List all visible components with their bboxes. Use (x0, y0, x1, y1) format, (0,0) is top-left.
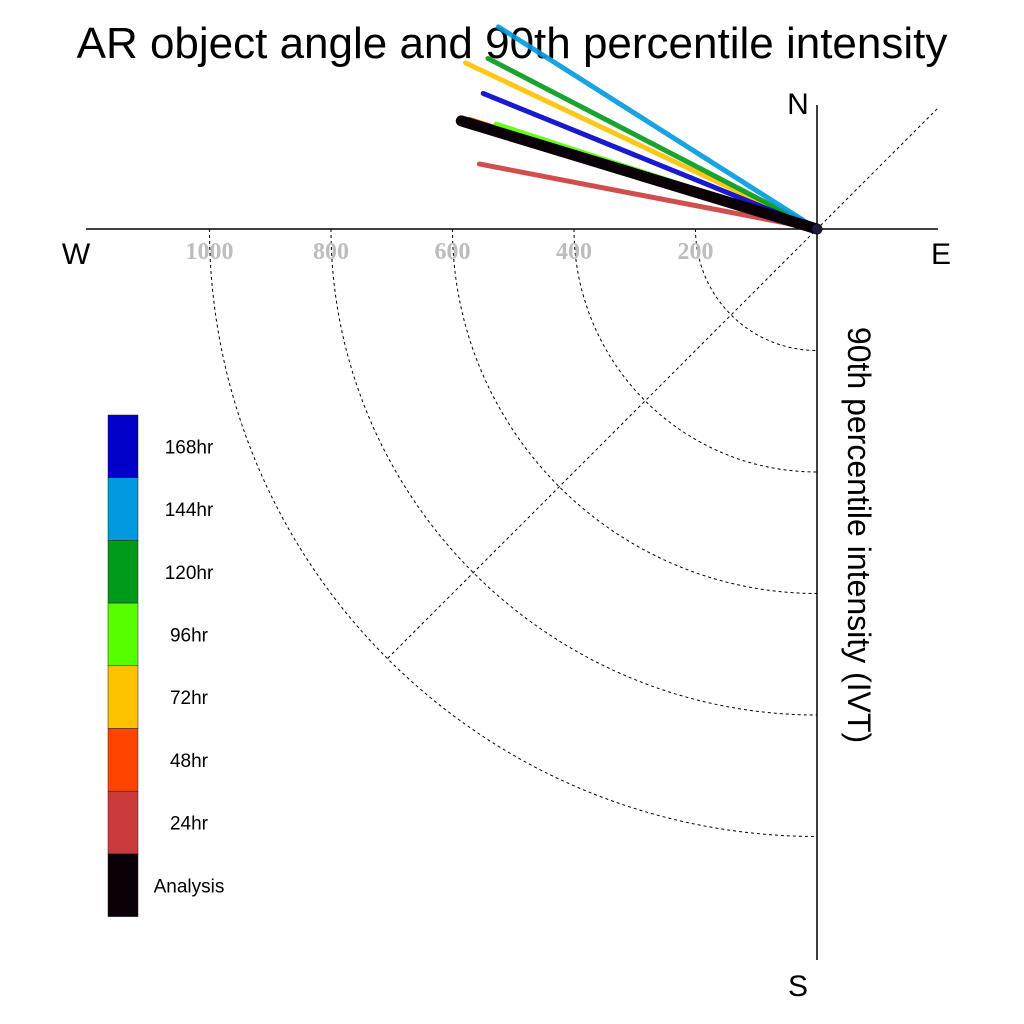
vector-144hr (495, 24, 820, 232)
legend-label-72hr: 72hr (170, 688, 209, 709)
legend-swatch-analysis (107, 853, 139, 917)
legend-label-analysis: Analysis (154, 876, 225, 897)
origin-marker (812, 224, 822, 234)
vector-24hr (476, 161, 820, 232)
grid-ring (330, 228, 818, 716)
compass-south-label: S (788, 970, 808, 1003)
radial-tick-label: 600 (435, 239, 471, 265)
compass-north-label: N (787, 88, 809, 121)
radial-tick-label: 200 (678, 239, 714, 265)
radial-tick-label: 800 (313, 239, 349, 265)
chart-title: AR object angle and 90th percentile inte… (77, 19, 948, 68)
grid-ring (695, 228, 818, 351)
vector-120hr (485, 55, 820, 232)
legend-swatch-120hr (107, 540, 139, 604)
legend-label-120hr: 120hr (165, 563, 214, 584)
compass-west-label: W (62, 238, 91, 271)
radial-tick-labels: 200 400 600 800 1000 (186, 239, 714, 265)
legend-swatch-24hr (107, 790, 139, 855)
legend-label-144hr: 144hr (165, 500, 214, 521)
legend-swatch-96hr (107, 602, 139, 667)
legend-swatch-144hr (107, 477, 139, 541)
grid-ring (573, 228, 818, 473)
polar-grid (209, 108, 938, 837)
grid-ring (452, 228, 818, 594)
compass-axes: N S E W (62, 88, 951, 1003)
legend-label-168hr: 168hr (165, 437, 214, 458)
compass-east-label: E (931, 238, 951, 271)
grid-ring (209, 228, 818, 837)
legend-label-96hr: 96hr (170, 625, 209, 646)
radial-tick-label: 400 (556, 239, 592, 265)
legend-swatch-168hr (107, 414, 139, 478)
legend: 168hr 144hr 120hr 96hr 72hr 48hr 24hr Analysis (107, 414, 225, 917)
vector-analysis (455, 115, 823, 235)
radial-tick-label: 1000 (186, 239, 234, 265)
legend-label-48hr: 48hr (170, 751, 209, 772)
legend-label-24hr: 24hr (170, 814, 209, 835)
series-vectors (455, 24, 823, 235)
y-axis-label: 90th percentile intensity (IVT) (841, 327, 877, 743)
legend-swatch-72hr (107, 665, 139, 729)
legend-swatch-48hr (107, 728, 139, 792)
